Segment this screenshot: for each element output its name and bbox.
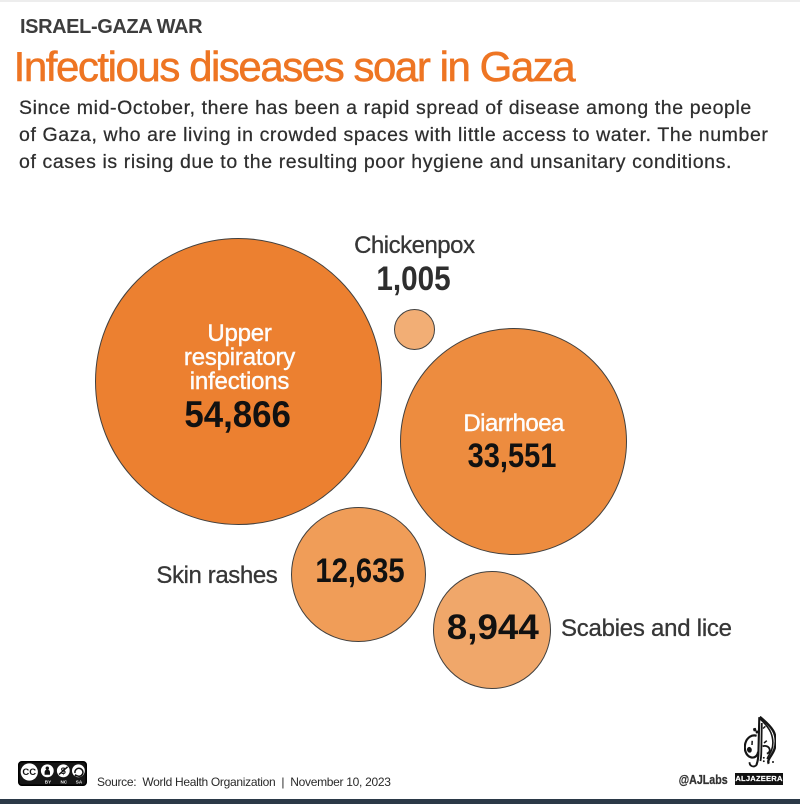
svg-text:SA: SA [76, 780, 83, 785]
svg-text:CC: CC [22, 767, 36, 778]
svg-text:BY: BY [45, 780, 51, 785]
svg-text:NC: NC [60, 780, 67, 785]
